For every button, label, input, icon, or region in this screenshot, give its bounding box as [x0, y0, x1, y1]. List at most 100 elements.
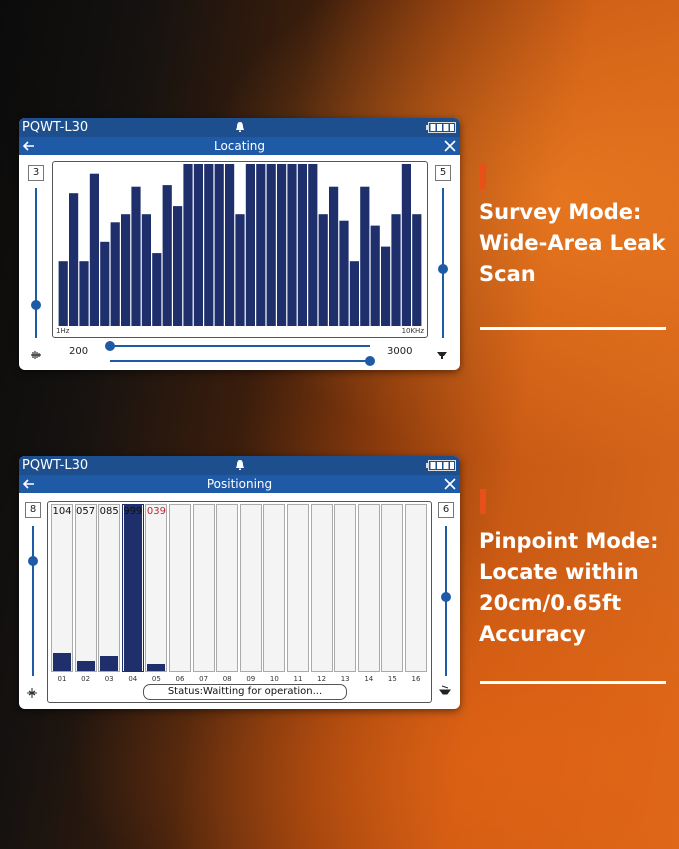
survey-divider	[480, 327, 666, 330]
frequency-bar	[100, 241, 110, 326]
caption-line: Pinpoint Mode:	[479, 529, 659, 553]
channel-14[interactable]: 14	[357, 504, 380, 683]
channel-09[interactable]: 09	[239, 504, 262, 683]
bell-icon	[236, 460, 244, 470]
frequency-bar	[110, 222, 120, 326]
channel-value: 104	[52, 506, 72, 517]
channel-16[interactable]: 16	[405, 504, 427, 683]
channel-level	[123, 505, 142, 671]
device-model: PQWT-L30	[22, 120, 89, 135]
title-bar: Positioning	[19, 475, 460, 493]
freq-min-label: 1Hz	[56, 327, 70, 335]
frequency-bar	[183, 164, 193, 326]
channel-bars: 104 01 057 02 085 03 999 04 039 05 06 07 08 09 10 11 12 1…	[48, 502, 431, 687]
frequency-bar	[318, 214, 328, 326]
channel-label: 15	[387, 675, 397, 683]
frequency-bar	[266, 164, 276, 326]
close-icon[interactable]	[444, 140, 456, 152]
channel-04[interactable]: 999 04	[121, 504, 144, 683]
volume-icon[interactable]	[30, 349, 42, 361]
sensitivity-slider-knob[interactable]	[441, 591, 451, 602]
back-arrow-icon[interactable]	[22, 139, 36, 153]
channel-11[interactable]: 11	[287, 504, 309, 683]
frequency-bar	[381, 246, 391, 326]
back-arrow-icon[interactable]	[22, 477, 36, 491]
channel-13[interactable]: 13	[334, 504, 357, 683]
channel-01[interactable]: 104 01	[51, 504, 73, 683]
frequency-bar	[69, 193, 79, 326]
status-bar: PQWT-L30	[19, 456, 460, 475]
channel-label: 03	[104, 675, 114, 683]
caption-line: Locate within	[479, 560, 639, 584]
channel-12[interactable]: 12	[310, 504, 333, 683]
battery-icon	[426, 460, 456, 471]
range-low-label: 200	[69, 346, 89, 357]
gain-value: 8	[25, 502, 41, 518]
channel-10[interactable]: 10	[263, 504, 286, 683]
speaker-icon[interactable]	[439, 685, 451, 697]
frequency-bar	[401, 164, 411, 326]
range-high-slider-knob[interactable]	[365, 356, 375, 366]
close-icon[interactable]	[444, 478, 456, 490]
frequency-bar	[235, 214, 245, 326]
frequency-bar	[152, 253, 162, 326]
battery-icon	[426, 122, 456, 133]
frequency-bar	[89, 173, 99, 326]
status-bar: PQWT-L30	[19, 118, 460, 137]
frequency-bar	[214, 164, 224, 326]
frequency-chart: 1Hz 10KHz	[52, 161, 428, 338]
channel-05[interactable]: 039 05	[145, 504, 168, 683]
channel-label: 08	[222, 675, 232, 683]
frequency-bar	[370, 225, 380, 326]
sensitivity-slider-knob[interactable]	[438, 264, 448, 274]
channel-label: 05	[151, 675, 161, 683]
pinpoint-divider	[480, 681, 666, 684]
frequency-bar	[329, 186, 339, 326]
frequency-bar	[58, 261, 68, 326]
gain-slider-knob[interactable]	[28, 555, 38, 566]
frequency-bar	[349, 261, 359, 326]
channel-15[interactable]: 15	[381, 504, 404, 683]
channel-label: 13	[340, 675, 350, 683]
range-high-label: 3000	[387, 346, 413, 357]
locating-screen: PQWT-L30 Locating 3 1Hz 10KHz	[19, 118, 460, 370]
channel-label: 06	[175, 675, 185, 683]
frequency-bar	[162, 185, 172, 326]
gain-slider-knob[interactable]	[31, 300, 41, 310]
channel-02[interactable]: 057 02	[74, 504, 97, 683]
positioning-screen: PQWT-L30 Positioning 8 104 01 057 02 085 03 99…	[19, 456, 460, 709]
volume-icon[interactable]	[26, 687, 38, 699]
range-low-slider[interactable]	[110, 345, 370, 347]
channel-value: 039	[146, 506, 166, 517]
caption-line: 20cm/0.65ft	[479, 591, 622, 615]
range-low-slider-knob[interactable]	[105, 341, 115, 351]
frequency-bar	[204, 164, 214, 326]
caption-line: Accuracy	[479, 622, 586, 646]
channel-label: 16	[411, 675, 421, 683]
sensitivity-slider[interactable]	[442, 188, 444, 338]
frequency-bar	[391, 214, 401, 326]
caption-line: Survey Mode:	[479, 200, 642, 224]
speaker-icon[interactable]	[436, 349, 448, 361]
caption-line: Wide-Area Leak	[479, 231, 666, 255]
channel-08[interactable]: 08	[216, 504, 239, 683]
channel-06[interactable]: 06	[169, 504, 191, 683]
frequency-bar	[193, 164, 203, 326]
pinpoint-caption: Pinpoint Mode: Locate within 20cm/0.65ft…	[479, 526, 659, 650]
frequency-bars	[58, 164, 422, 326]
channel-level	[53, 652, 71, 671]
gain-slider[interactable]	[32, 526, 34, 676]
gain-value: 3	[28, 165, 44, 181]
freq-max-label: 10KHz	[401, 327, 424, 335]
channel-07[interactable]: 07	[192, 504, 215, 683]
channel-03[interactable]: 085 03	[98, 504, 121, 683]
channel-level	[100, 656, 119, 671]
gain-slider[interactable]	[35, 188, 37, 338]
channel-level	[76, 661, 95, 671]
range-high-slider[interactable]	[110, 360, 370, 362]
channel-label: 10	[269, 675, 279, 683]
frequency-bar	[245, 164, 255, 326]
channel-level	[147, 664, 166, 671]
channel-label: 02	[81, 675, 91, 683]
channel-label: 12	[317, 675, 327, 683]
